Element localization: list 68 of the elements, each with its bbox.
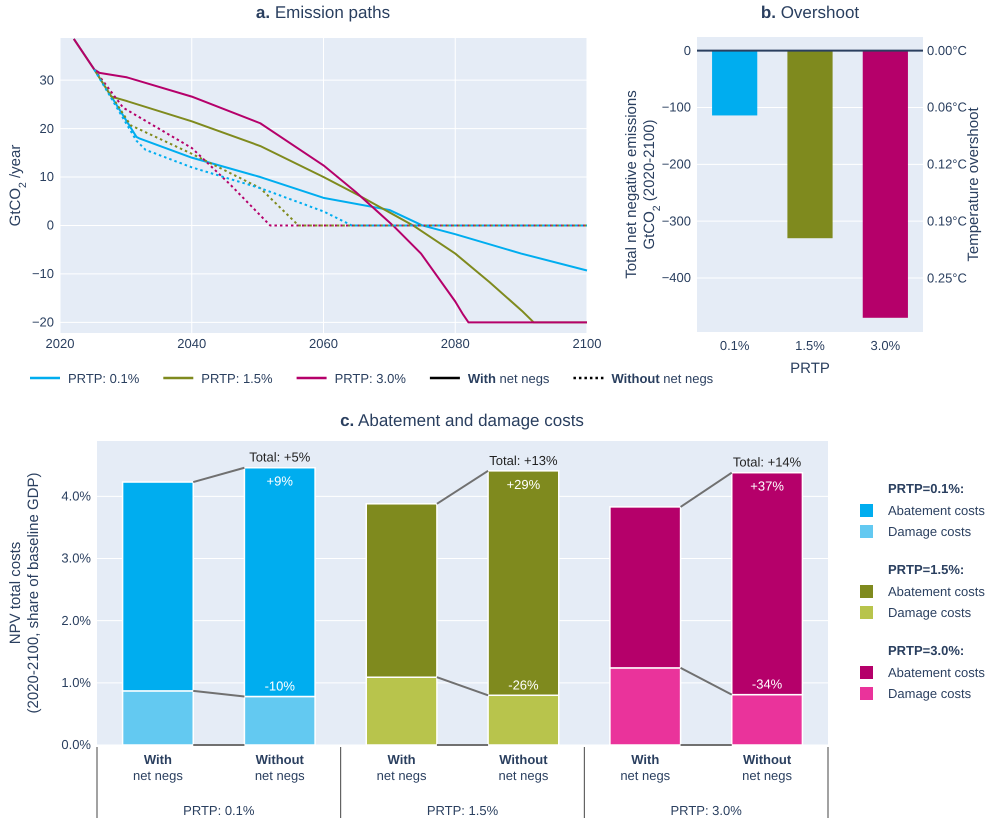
y-tick-label: −20 [32, 314, 54, 330]
y-tick-label: 3.0% [61, 550, 92, 566]
x-tick-label: 2040 [177, 336, 206, 352]
x-tick-label: 0.1% [720, 338, 750, 353]
legend-label: With net negs [468, 371, 550, 386]
annotation: +9% [266, 474, 294, 489]
y-tick-label: 0 [46, 218, 54, 233]
y-tick-label: −400 [662, 270, 691, 286]
y2-axis-title: Temperature overshoot [965, 106, 982, 262]
text: PRTP: 0.1% [183, 803, 255, 818]
legend-label: Abatement costs [888, 503, 986, 518]
annotation: +29% [506, 476, 541, 492]
y-tick-label: −100 [662, 100, 691, 115]
text: PRTP=0.1%: [888, 481, 964, 496]
y-tick-label: 4.0% [61, 488, 92, 504]
x-tick-label: With net negs [132, 752, 184, 783]
y-tick-label: 1.0% [61, 674, 92, 690]
annotation: -10% [264, 678, 296, 694]
chart-title: a. Emission paths [256, 3, 390, 22]
y-tick-label: 0.0% [61, 737, 92, 752]
y2-tick-label: 0.06°C [927, 100, 967, 115]
y-axis-title: NPV total costs (2020-2100, share of baseline GDP) [7, 472, 42, 714]
annotation: Total: +5% [249, 450, 311, 465]
x-tick-label: Without net negs [742, 752, 793, 783]
y-tick-label: −300 [662, 213, 691, 228]
legend-label: PRTP: 3.0% [334, 371, 406, 386]
legend-label: Without net negs [611, 371, 714, 386]
text: PRTP: 1.5% [426, 803, 499, 818]
x-tick-label: 2060 [309, 336, 338, 352]
x-tick-label: 2020 [46, 336, 74, 352]
legend-label: Damage costs [888, 686, 972, 701]
legend-label: Damage costs [888, 524, 972, 539]
annotation: Total: +13% [489, 452, 558, 468]
y-tick-label: 0 [684, 42, 691, 58]
y2-tick-label: 0.25°C [927, 270, 967, 286]
x-tick-label: With net negs [620, 752, 671, 783]
x-tick-label: 3.0% [870, 338, 901, 353]
x-tick-label: Without net negs [498, 752, 549, 783]
legend-label: Damage costs [888, 605, 972, 620]
x-tick-label: With net negs [376, 752, 428, 783]
y-tick-label: 20 [40, 120, 54, 136]
x-tick-label: 2080 [440, 336, 470, 352]
x-tick-label: 2100 [572, 336, 602, 352]
y-tick-label: 30 [40, 72, 54, 88]
chart-title: c. Abatement and damage costs [340, 411, 584, 430]
y-tick-label: −10 [32, 266, 54, 282]
y2-tick-label: 0.00°C [927, 42, 967, 58]
legend-label: Abatement costs [888, 665, 986, 680]
line-series [72, 38, 588, 324]
annotation: -26% [508, 677, 540, 692]
text: PRTP=3.0%: [888, 643, 964, 658]
annotation: +37% [750, 478, 784, 494]
text: PRTP=1.5%: [888, 562, 964, 577]
x-axis-title: PRTP [790, 360, 830, 377]
annotation: Total: +14% [732, 454, 802, 470]
annotation: -34% [752, 676, 783, 692]
y2-tick-label: 0.12°C [927, 156, 967, 172]
text: PRTP: 3.0% [670, 803, 742, 818]
y-tick-label: −200 [662, 156, 691, 172]
x-tick-label: Without net negs [254, 752, 306, 783]
legend-label: PRTP: 1.5% [201, 371, 274, 386]
y-tick-label: 10 [40, 169, 54, 184]
legend-label: Abatement costs [888, 584, 986, 599]
x-tick-label: 1.5% [795, 338, 826, 353]
chart-title: b. Overshoot [760, 3, 860, 22]
legend-label: PRTP: 0.1% [68, 371, 140, 386]
y-tick-label: 2.0% [61, 612, 92, 628]
y2-tick-label: 0.19°C [927, 214, 967, 229]
